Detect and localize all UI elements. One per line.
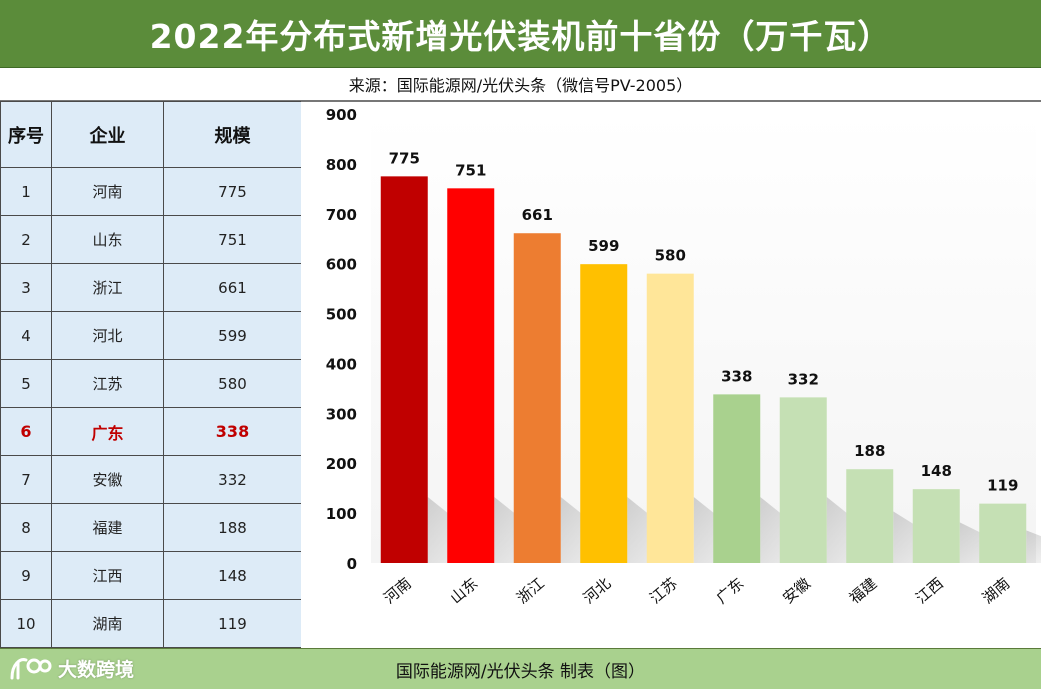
bar-chart: 0 100 200 300 400 500 600 700 800 900 775 751 661 59… — [301, 101, 1041, 648]
value-cell: 599 — [163, 311, 302, 360]
page-title: 2022年分布式新增光伏装机前十省份（万千瓦） — [0, 0, 1041, 68]
y-tick-label: 0 — [347, 555, 357, 573]
rank-cell: 8 — [0, 503, 52, 552]
footer-credit: 国际能源网/光伏头条 制表（图） — [0, 648, 1041, 689]
province-cell: 山东 — [51, 215, 164, 264]
y-tick-label: 400 — [326, 355, 357, 373]
rank-cell: 9 — [0, 551, 52, 600]
x-tick-label: 福建 — [846, 574, 881, 607]
value-cell: 148 — [163, 551, 302, 600]
data-label: 148 — [921, 462, 952, 480]
rank-cell: 10 — [0, 599, 52, 648]
table-row: 9 江西 148 — [0, 551, 302, 600]
watermark-logo-icon — [10, 658, 52, 680]
bar-河南 — [380, 176, 428, 563]
table-row: 7 安徽 332 — [0, 455, 302, 504]
bar-浙江 — [513, 233, 561, 564]
province-cell: 江西 — [51, 551, 164, 600]
data-label: 119 — [987, 477, 1018, 495]
header-province: 企业 — [51, 101, 164, 168]
x-tick-label: 湖南 — [979, 574, 1014, 607]
table-row-highlighted: 6 广东 338 — [0, 407, 302, 456]
chart-canvas: 0 100 200 300 400 500 600 700 800 900 775 751 661 59… — [326, 106, 1041, 607]
table-row: 5 江苏 580 — [0, 359, 302, 408]
bar-广东 — [713, 394, 761, 563]
bars-group — [380, 176, 1027, 564]
province-cell: 福建 — [51, 503, 164, 552]
bar-福建 — [846, 469, 894, 563]
rank-cell: 1 — [0, 167, 52, 216]
watermark: 大数跨境 — [8, 652, 134, 684]
bar-江西 — [912, 489, 960, 563]
data-label: 599 — [588, 237, 619, 255]
y-tick-label: 500 — [326, 306, 357, 324]
y-tick-label: 900 — [326, 106, 357, 124]
table-row: 3 浙江 661 — [0, 263, 302, 312]
bar-shadow — [1026, 530, 1041, 563]
province-cell: 河南 — [51, 167, 164, 216]
province-cell: 河北 — [51, 311, 164, 360]
x-tick-label: 江西 — [912, 574, 947, 607]
value-cell: 775 — [163, 167, 302, 216]
y-tick-label: 700 — [326, 206, 357, 224]
bar-江苏 — [646, 273, 694, 563]
rank-cell: 7 — [0, 455, 52, 504]
x-axis-labels: 河南 山东 浙江 河北 江苏 广东 安徽 福建 江西 湖南 — [380, 574, 1013, 607]
ranking-table: 序号 企业 规模 1 河南 775 2 山东 751 3 浙江 661 4 河北… — [0, 101, 302, 648]
data-label: 775 — [389, 149, 420, 167]
rank-cell: 6 — [0, 407, 52, 456]
province-cell: 浙江 — [51, 263, 164, 312]
y-tick-label: 300 — [326, 405, 357, 423]
y-tick-label: 200 — [326, 455, 357, 473]
bar-河北 — [580, 264, 628, 563]
value-cell: 332 — [163, 455, 302, 504]
y-tick-label: 600 — [326, 256, 357, 274]
table-header-row: 序号 企业 规模 — [0, 101, 302, 168]
data-labels: 775 751 661 599 580 338 332 188 148 119 — [389, 149, 1019, 494]
province-cell: 广东 — [51, 407, 164, 456]
x-tick-label: 河南 — [380, 574, 415, 607]
data-label: 661 — [522, 206, 553, 224]
data-label: 751 — [455, 161, 486, 179]
value-cell: 580 — [163, 359, 302, 408]
value-cell: 751 — [163, 215, 302, 264]
y-tick-label: 100 — [326, 505, 357, 523]
value-cell: 338 — [163, 407, 302, 456]
source-line: 来源：国际能源网/光伏头条（微信号PV-2005） — [0, 68, 1041, 101]
header-rank: 序号 — [0, 101, 52, 168]
x-tick-label: 安徽 — [779, 574, 814, 607]
rank-cell: 5 — [0, 359, 52, 408]
value-cell: 661 — [163, 263, 302, 312]
value-cell: 119 — [163, 599, 302, 648]
table-row: 2 山东 751 — [0, 215, 302, 264]
y-tick-label: 800 — [326, 156, 357, 174]
rank-cell: 3 — [0, 263, 52, 312]
rank-cell: 2 — [0, 215, 52, 264]
x-tick-label: 山东 — [447, 574, 482, 607]
bar-安徽 — [779, 397, 827, 563]
table-row: 1 河南 775 — [0, 167, 302, 216]
value-cell: 188 — [163, 503, 302, 552]
watermark-text: 大数跨境 — [58, 658, 135, 681]
data-label: 580 — [655, 247, 686, 265]
x-tick-label: 广东 — [713, 574, 748, 607]
data-label: 332 — [788, 370, 819, 388]
data-label: 338 — [721, 367, 752, 385]
header-value: 规模 — [163, 101, 302, 168]
table-row: 10 湖南 119 — [0, 599, 302, 648]
y-axis: 0 100 200 300 400 500 600 700 800 900 — [326, 106, 357, 573]
province-cell: 安徽 — [51, 455, 164, 504]
x-tick-label: 浙江 — [513, 574, 548, 607]
table-row: 4 河北 599 — [0, 311, 302, 360]
bar-湖南 — [979, 503, 1027, 563]
province-cell: 湖南 — [51, 599, 164, 648]
bar-山东 — [447, 188, 495, 563]
x-tick-label: 河北 — [580, 574, 615, 607]
rank-cell: 4 — [0, 311, 52, 360]
province-cell: 江苏 — [51, 359, 164, 408]
table-row: 8 福建 188 — [0, 503, 302, 552]
data-label: 188 — [854, 442, 885, 460]
x-tick-label: 江苏 — [646, 574, 681, 607]
